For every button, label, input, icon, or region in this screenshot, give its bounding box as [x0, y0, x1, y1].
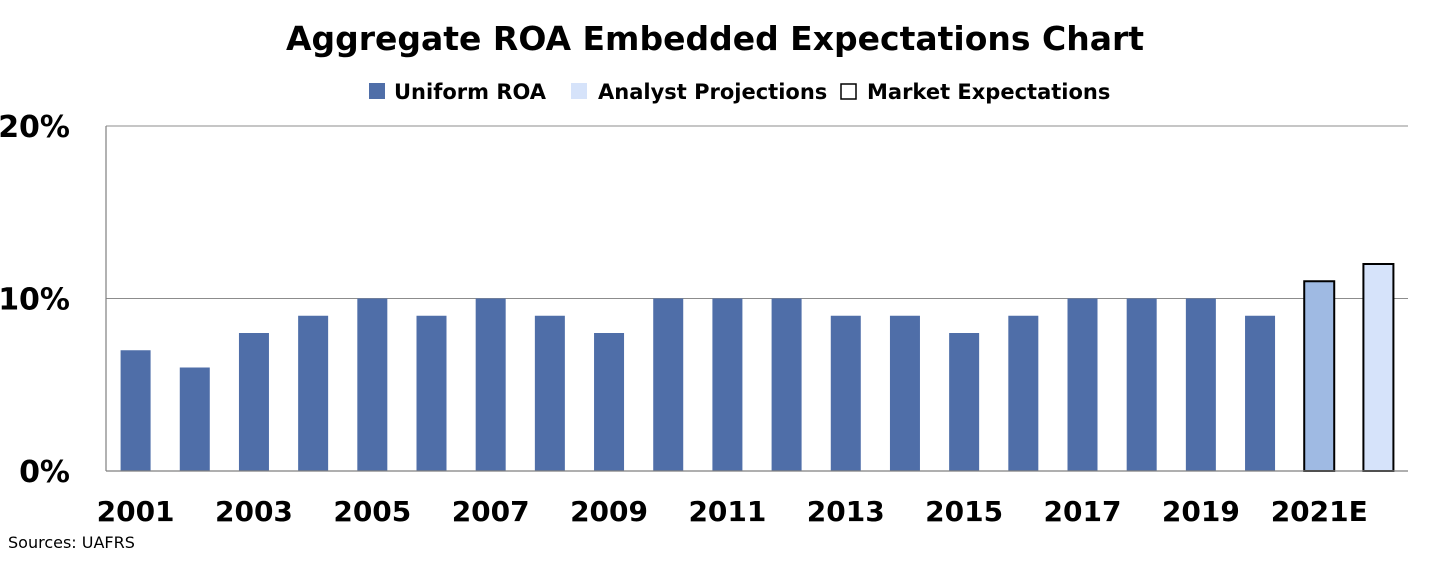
bars: [120, 263, 1395, 472]
x-tick-label-2003: 2003: [215, 495, 293, 528]
bar-uniform-roa-2007: [475, 298, 506, 471]
y-tick-label-0%: 0%: [19, 455, 70, 490]
bar-uniform-roa-2014: [889, 315, 920, 471]
legend: Uniform ROA Analyst Projections Market E…: [369, 80, 1110, 104]
x-tick-label-2019: 2019: [1162, 495, 1240, 528]
legend-label-market-expectations: Market Expectations: [867, 80, 1110, 104]
chart-title: Aggregate ROA Embedded Expectations Char…: [286, 19, 1144, 58]
bar-uniform-roa-2009: [594, 333, 625, 471]
bar-uniform-roa-2013: [830, 315, 861, 471]
bar-uniform-roa-2003: [238, 333, 269, 471]
bar-uniform-roa-2011: [712, 298, 743, 471]
y-tick-labels: 0% 10% 20%: [0, 110, 70, 490]
bar-uniform-roa-2015: [949, 333, 980, 471]
bar-uniform-roa-2001: [120, 350, 151, 471]
x-tick-label-2005: 2005: [333, 495, 411, 528]
bar-forecast-2021E: [1303, 280, 1336, 472]
x-tick-label-2013: 2013: [807, 495, 885, 528]
legend-swatch-uniform-roa: [369, 83, 385, 99]
bar-uniform-roa-2012: [771, 298, 802, 471]
x-tick-label-2017: 2017: [1044, 495, 1122, 528]
bar-forecast-2022E: [1362, 263, 1395, 472]
bar-uniform-roa-2019: [1185, 298, 1216, 471]
bar-uniform-roa-2005: [357, 298, 388, 471]
y-tick-label-10%: 10%: [0, 283, 70, 318]
bar-uniform-roa-2006: [416, 315, 447, 471]
bar-uniform-roa-2002: [179, 367, 210, 471]
legend-label-uniform-roa: Uniform ROA: [394, 80, 547, 104]
x-tick-label-2015: 2015: [925, 495, 1003, 528]
x-tick-label-2007: 2007: [452, 495, 530, 528]
legend-label-analyst-projections: Analyst Projections: [598, 80, 827, 104]
x-tick-labels: 2001 2003 2005 2007 2009 2011 2013 2015 2017 2019…: [97, 495, 1368, 528]
y-tick-label-20%: 20%: [0, 110, 70, 145]
x-tick-label-2011: 2011: [688, 495, 766, 528]
bar-uniform-roa-2010: [653, 298, 684, 471]
bar-uniform-roa-2004: [298, 315, 329, 471]
x-tick-label-2001: 2001: [97, 495, 175, 528]
x-tick-label-2021E: 2021E: [1271, 495, 1368, 528]
bar-uniform-roa-2018: [1126, 298, 1157, 471]
x-tick-label-2009: 2009: [570, 495, 648, 528]
bar-uniform-roa-2020: [1245, 315, 1276, 471]
bar-uniform-roa-2016: [1008, 315, 1039, 471]
legend-swatch-market-expectations: [840, 83, 857, 100]
source-note: Sources: UAFRS: [8, 533, 135, 552]
legend-swatch-analyst-projections: [571, 83, 587, 99]
bar-uniform-roa-2008: [534, 315, 565, 471]
bar-uniform-roa-2017: [1067, 298, 1098, 471]
gridlines: [106, 125, 1408, 299]
